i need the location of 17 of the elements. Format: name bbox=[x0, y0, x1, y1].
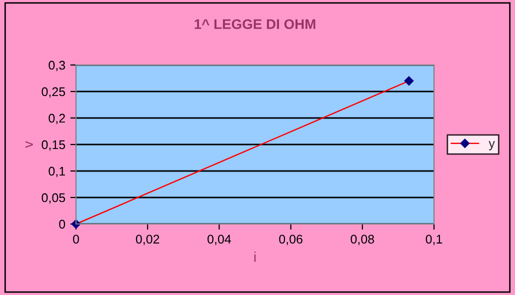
x-tick-label: 0,04 bbox=[208, 234, 231, 246]
y-tick-label: 0,1 bbox=[48, 166, 65, 178]
x-tick-label: 0,02 bbox=[136, 234, 160, 246]
y-tick-label: 0 bbox=[59, 220, 66, 229]
y-tick-label: 0,25 bbox=[42, 87, 66, 98]
x-tick-label: 0,08 bbox=[350, 234, 374, 246]
x-tick-label: 0,1 bbox=[426, 234, 442, 246]
y-tick-label: 0,2 bbox=[48, 114, 65, 124]
chart-title: 1^ LEGGE DI OHM bbox=[194, 19, 316, 30]
legend-label: y bbox=[488, 141, 495, 150]
x-tick-label: 0,06 bbox=[279, 234, 302, 246]
y-tick-label: 0,3 bbox=[48, 60, 66, 72]
x-axis-title: i bbox=[254, 252, 256, 262]
y-tick-label: 0,15 bbox=[42, 140, 66, 151]
y-tick-label: 0,05 bbox=[42, 193, 66, 204]
y-axis-title: v bbox=[25, 141, 33, 148]
x-tick-label: 0 bbox=[73, 234, 79, 244]
